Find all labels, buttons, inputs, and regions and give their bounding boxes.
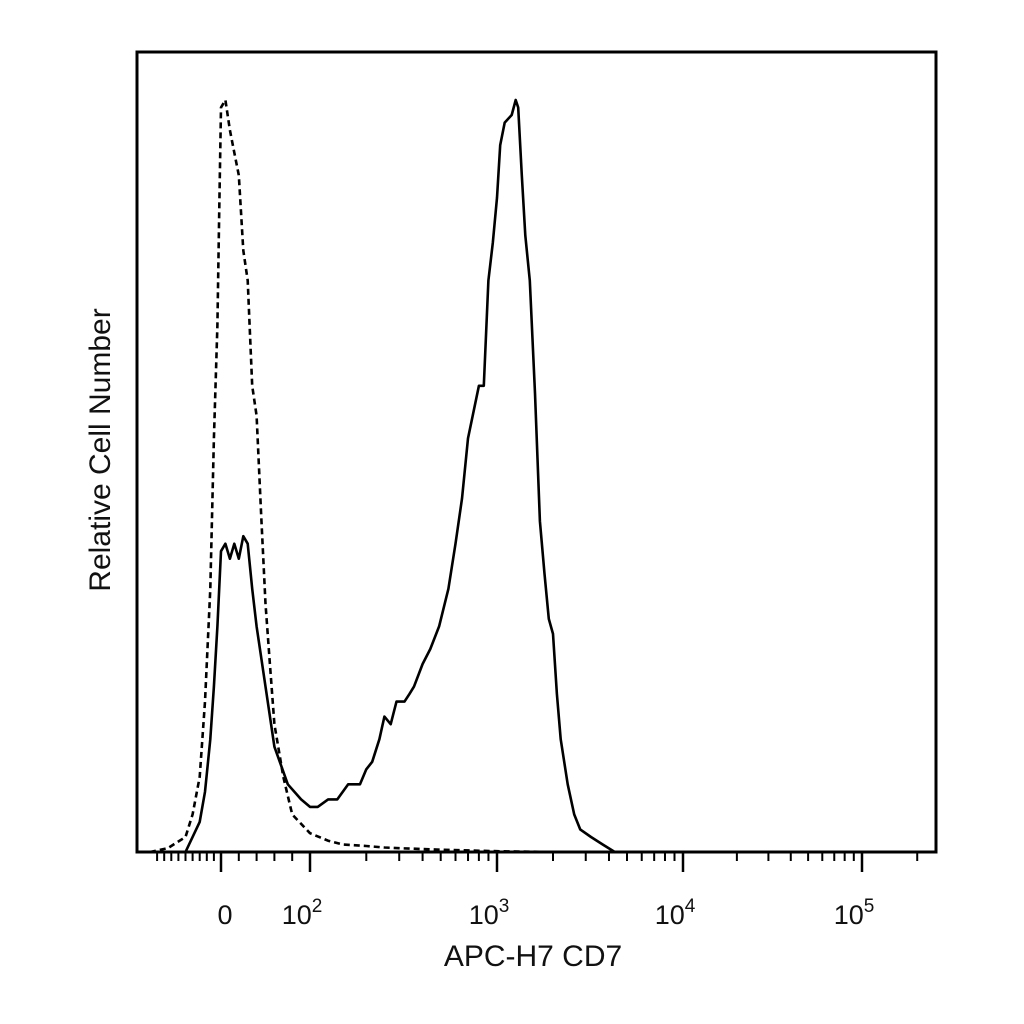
stained-histogram-line bbox=[184, 98, 935, 854]
major-ticks bbox=[219, 852, 864, 872]
x-tick-label: 102 bbox=[282, 896, 323, 930]
x-tick-label: 104 bbox=[655, 896, 696, 930]
x-axis-label: APC-H7 CD7 bbox=[444, 940, 622, 973]
series-layer bbox=[149, 98, 935, 854]
control-histogram-line bbox=[149, 98, 935, 854]
x-tick-label: 0 bbox=[217, 900, 232, 930]
x-tick-label: 105 bbox=[834, 896, 875, 930]
x-tick-labels: 0 102 103 104 105 bbox=[217, 896, 874, 930]
y-axis-label: Relative Cell Number bbox=[84, 308, 117, 591]
x-tick-label: 103 bbox=[469, 896, 510, 930]
